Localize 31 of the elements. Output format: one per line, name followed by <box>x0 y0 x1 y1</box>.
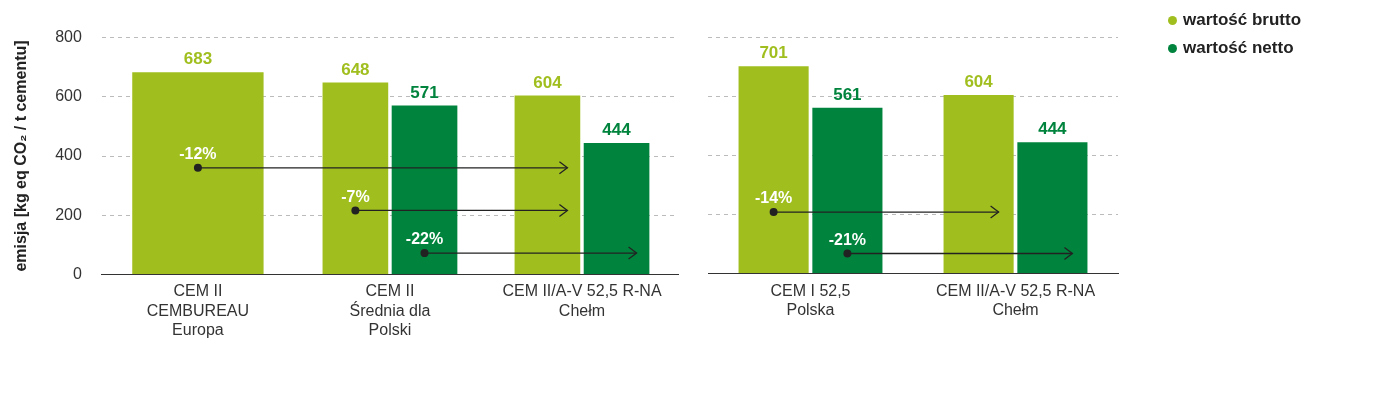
bar <box>1017 142 1088 274</box>
annotation: -14% <box>754 189 793 207</box>
bar <box>943 94 1014 274</box>
x-tick-label: CEM II/A-V 52,5 R-NA Chełm <box>935 281 1096 318</box>
data-label: 604 <box>964 72 994 92</box>
data-label: 561 <box>833 84 862 104</box>
data-label: 444 <box>1038 119 1068 139</box>
data-label: 701 <box>759 43 788 63</box>
y-axis-title: emisja [kg eq CO₂ / t cementu] <box>12 40 30 272</box>
legend-label: wartość netto <box>1183 38 1294 58</box>
data-label: 683 <box>183 49 213 69</box>
annotation: -12% <box>179 145 217 163</box>
y-tick-label: 600 <box>55 87 82 105</box>
legend-label: wartość brutto <box>1183 10 1302 30</box>
y-tick-label: 400 <box>55 146 82 164</box>
x-tick-label: CEM II CEMBUREAU Europa <box>146 282 250 338</box>
data-label: 444 <box>602 120 632 140</box>
data-label: 648 <box>341 59 370 79</box>
bar <box>738 66 809 274</box>
annotation: -22% <box>405 230 444 248</box>
y-tick-label: 200 <box>55 205 82 223</box>
x-tick-label: CEM II Średnia dla Polski <box>349 282 431 338</box>
x-tick-label: CEM I 52,5 Polska <box>770 281 851 318</box>
annotation: -7% <box>341 187 370 205</box>
x-tick-label: CEM II/A-V 52,5 R-NA Chełm <box>502 282 662 319</box>
data-label: 571 <box>410 82 439 102</box>
y-tick-label: 800 <box>55 28 82 46</box>
bar <box>812 107 883 274</box>
data-label: 604 <box>533 72 563 92</box>
y-tick-label: 0 <box>72 264 82 282</box>
annotation: -21% <box>828 230 867 248</box>
